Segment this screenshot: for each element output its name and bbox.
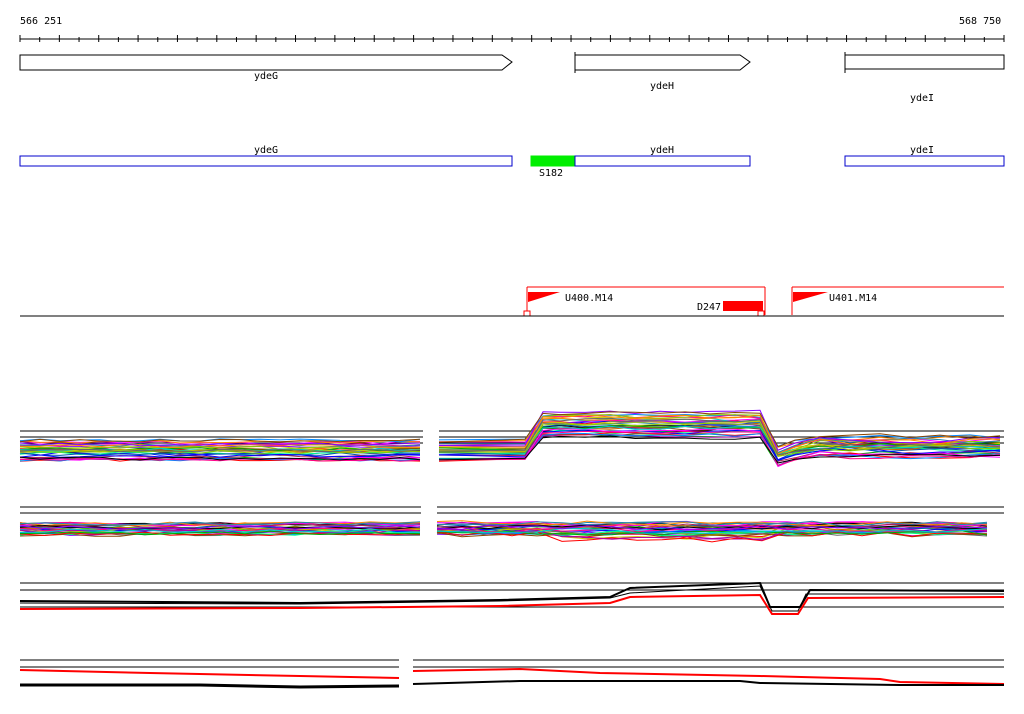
- marker-square-d247: [757, 310, 765, 317]
- gene-box-ydeG[interactable]: [19, 155, 513, 167]
- profile-line: [19, 669, 400, 679]
- profile-line: [19, 452, 421, 457]
- flag-icon-u401[interactable]: [793, 292, 828, 302]
- profile-line: [19, 442, 421, 447]
- profile-line: [19, 453, 421, 458]
- profile-line: [19, 456, 421, 461]
- profile-line: [438, 425, 1001, 455]
- profile-line: [20, 528, 421, 534]
- d-segment-box[interactable]: [723, 301, 763, 311]
- summary-panel-2: [19, 659, 1005, 689]
- profile-line: [19, 525, 421, 530]
- profile-line: [436, 526, 988, 533]
- marker-square-u400: [523, 310, 531, 317]
- upstream-label-u400: U400.M14: [565, 293, 613, 304]
- coordinate-ruler: [19, 35, 1005, 42]
- profile-line: [437, 522, 988, 529]
- profile-line: [436, 528, 988, 541]
- profile-line: [19, 523, 421, 529]
- gene-box-label-ydeG: ydeG: [254, 145, 278, 156]
- profile-line: [19, 593, 1005, 615]
- profile-line: [438, 414, 1001, 455]
- profile-line: [412, 680, 1004, 686]
- flag-icon-u400[interactable]: [528, 292, 560, 302]
- profile-line: [438, 411, 1001, 448]
- gene-arrow-ydeH[interactable]: [574, 54, 751, 71]
- summary-profile-lines: [19, 667, 1005, 689]
- gene-label-ydeG: ydeG: [254, 71, 278, 82]
- profile-line: [438, 435, 1001, 464]
- gene-label-ydeH: ydeH: [650, 81, 674, 92]
- profile-line: [19, 521, 421, 526]
- d-segment-label: D247: [697, 302, 721, 313]
- regulatory-track: U400.M14 D247 U401.M14: [20, 286, 1004, 317]
- summary-profile-lines: [19, 581, 1005, 615]
- profile-line: [19, 450, 421, 454]
- gene-box-label-ydeI: ydeI: [910, 145, 934, 156]
- gene-box-ydeH[interactable]: [574, 155, 751, 167]
- profile-line: [438, 432, 1001, 466]
- panel-frame: [20, 506, 1004, 514]
- profile-line: [438, 417, 1001, 456]
- profile-line: [19, 530, 421, 536]
- profile-line: [438, 414, 1001, 454]
- profile-line: [19, 448, 421, 453]
- expression-profile-lines: [19, 520, 988, 543]
- gene-arrow-ydeG[interactable]: [19, 54, 513, 71]
- profile-line: [438, 429, 1001, 461]
- profile-line: [412, 667, 1005, 685]
- profile-line: [436, 530, 988, 536]
- expression-profile-lines: [19, 409, 1001, 468]
- profile-line: [436, 528, 988, 534]
- profile-line: [19, 531, 421, 537]
- gene-label-ydeI: ydeI: [910, 93, 934, 104]
- coordinate-start-label: 566 251: [20, 16, 62, 27]
- profile-line: [19, 585, 1004, 612]
- profile-line: [20, 457, 421, 462]
- s-segment-label: S182: [539, 168, 563, 179]
- s-segment-box[interactable]: [530, 155, 576, 167]
- panel-frame: [20, 659, 1004, 668]
- profile-line: [20, 683, 400, 689]
- profile-line: [19, 440, 421, 444]
- profile-line: [436, 531, 988, 538]
- profile-line: [436, 520, 988, 527]
- ruler-ticks: [19, 35, 1005, 42]
- profile-line: [436, 524, 988, 530]
- profile-line: [436, 520, 988, 527]
- upstream-label-u401: U401.M14: [829, 293, 877, 304]
- gene-arrow-ydeI[interactable]: [844, 54, 1005, 70]
- profile-line: [438, 424, 1001, 461]
- gene-box-ydeI[interactable]: [844, 155, 1005, 167]
- summary-panel-1: [19, 581, 1005, 615]
- expression-panel-2: [19, 506, 1004, 543]
- gene-box-label-ydeH: ydeH: [650, 145, 674, 156]
- expression-panel-1: [19, 409, 1004, 468]
- profile-line: [438, 430, 1001, 466]
- gene-arrow-track: ydeG ydeH ydeI: [19, 52, 1005, 104]
- coordinate-end-label: 568 750: [959, 16, 1001, 27]
- profile-line: [19, 438, 421, 443]
- gene-box-track: ydeG S182 ydeH ydeI: [19, 145, 1005, 179]
- profile-line: [438, 409, 1001, 451]
- profile-line: [438, 431, 1001, 466]
- profile-line: [19, 581, 1005, 608]
